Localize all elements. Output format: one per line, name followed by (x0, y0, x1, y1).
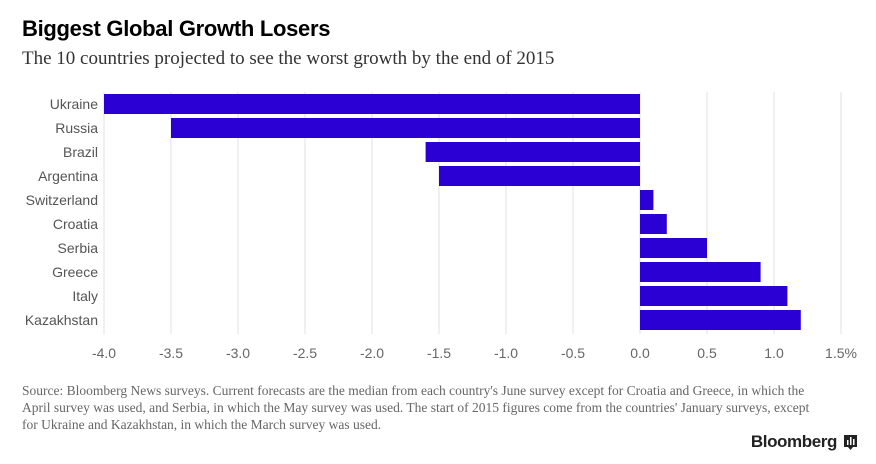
x-tick-label: -3.5 (159, 345, 183, 361)
category-label: Croatia (53, 216, 98, 232)
bar-ukraine (104, 94, 640, 114)
bar-greece (640, 262, 761, 282)
bar-argentina (439, 166, 640, 186)
bar-switzerland (640, 190, 654, 210)
x-tick-label: 0.5 (697, 345, 717, 361)
category-label: Italy (72, 288, 98, 304)
x-tick-label: 0.0 (630, 345, 650, 361)
x-tick-label: -2.0 (360, 345, 384, 361)
x-tick-label: -0.5 (561, 345, 585, 361)
bar-brazil (425, 142, 640, 162)
bar-italy (640, 286, 788, 306)
x-tick-label: -4.0 (92, 345, 116, 361)
logo-text: Bloomberg (750, 432, 838, 451)
bar-chart: -4.0 -3.5 -3.0 -2.5 -2.0 -1.5 -1.0 -0.5 0.0 0.5 1.… (25, 92, 857, 361)
bloomberg-logo: Bloomberg (751, 432, 858, 452)
category-label: Brazil (63, 144, 98, 160)
bar-croatia (640, 214, 667, 234)
x-tick-label: 1.0 (764, 345, 784, 361)
x-tick-label: -1.0 (494, 345, 518, 361)
bloomberg-chart-icon (844, 434, 857, 450)
bar-kazakhstan (640, 310, 801, 330)
bar-russia (171, 118, 640, 138)
category-label: Ukraine (50, 96, 98, 112)
x-tick-label: -2.5 (293, 345, 317, 361)
x-tick-label: -3.0 (226, 345, 250, 361)
chart-title: Biggest Global Growth Losers (22, 16, 331, 41)
category-label: Kazakhstan (25, 312, 98, 328)
category-label: Argentina (38, 168, 98, 184)
category-label: Russia (55, 120, 98, 136)
chart-subtitle: The 10 countries projected to see the wo… (22, 48, 555, 69)
x-tick-label: 1.5% (825, 345, 857, 361)
x-tick-label: -1.5 (427, 345, 451, 361)
bar-serbia (640, 238, 707, 258)
source-note: Source: Bloomberg News surveys. Current … (22, 383, 810, 432)
category-label: Switzerland (26, 192, 98, 208)
category-label: Greece (52, 264, 98, 280)
category-label: Serbia (58, 240, 99, 256)
